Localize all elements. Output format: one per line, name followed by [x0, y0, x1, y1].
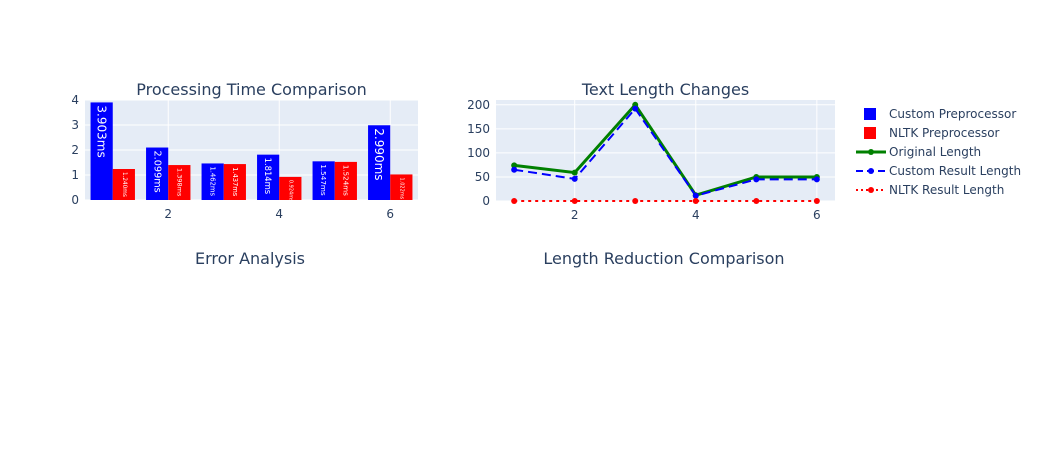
- bar-value-label: 1.022ms: [398, 177, 404, 199]
- legend-label: NLTK Preprocessor: [889, 126, 1000, 140]
- bar: [279, 176, 302, 200]
- length-reduction-title: Length Reduction Comparison: [543, 249, 784, 268]
- bar-value-label: 1.547ms: [319, 164, 328, 196]
- series-line: [514, 102, 817, 197]
- x-tick-label: 6: [813, 208, 821, 222]
- data-point: [571, 175, 578, 182]
- y-tick-label: 100: [467, 146, 490, 160]
- data-point: [632, 198, 639, 204]
- legend: Custom Preprocessor NLTK Preprocessor Orig…: [856, 107, 1021, 197]
- y-tick-label: 0: [71, 193, 79, 207]
- legend-label: Custom Preprocessor: [889, 107, 1016, 121]
- bar: [334, 161, 357, 200]
- legend-marker: [868, 187, 874, 193]
- data-point: [692, 198, 699, 204]
- data-point: [813, 176, 820, 183]
- bar-value-label: 1.240ms: [121, 172, 127, 197]
- legend-swatch: [864, 108, 876, 120]
- bar-value-label: 1.398ms: [175, 168, 183, 197]
- data-point: [753, 198, 760, 204]
- bar: [390, 174, 413, 200]
- y-tick-label: 1: [71, 168, 79, 182]
- bar-value-label: 1.524ms: [341, 165, 350, 196]
- chart-title: Text Length Changes: [581, 80, 749, 99]
- data-point: [511, 198, 518, 204]
- bar: [223, 164, 246, 200]
- y-tick-label: 2: [71, 143, 79, 157]
- bar-value-label: 0.924ms: [287, 180, 293, 202]
- bar: [312, 161, 335, 200]
- series-line: [514, 107, 817, 197]
- bar: [112, 169, 135, 200]
- bar: [168, 165, 191, 200]
- data-point: [692, 192, 699, 199]
- bar-value-label: 3.903ms: [95, 105, 109, 157]
- text-length-chart: 2 4 6 0 50 100 150 200 Text Length Changes: [467, 80, 835, 222]
- data-point: [753, 176, 760, 183]
- data-point: [511, 166, 518, 173]
- legend-marker: [868, 168, 874, 174]
- legend-label: NLTK Result Length: [889, 183, 1004, 197]
- data-point: [813, 198, 820, 204]
- chart-title: Processing Time Comparison: [136, 80, 367, 99]
- bar: [146, 147, 169, 200]
- legend-marker: [868, 149, 874, 155]
- x-tick-label: 4: [275, 207, 283, 221]
- y-tick-label: 4: [71, 93, 79, 107]
- processing-time-chart: 2 4 6 0 1 2 3 4 Processing Time Comparison 3.903m…: [71, 80, 418, 221]
- bar-value-label: 1.437ms: [231, 167, 239, 197]
- x-tick-label: 2: [164, 207, 172, 221]
- bar-value-label: 1.814ms: [263, 158, 273, 195]
- x-tick-label: 4: [692, 208, 700, 222]
- error-analysis-title: Error Analysis: [195, 249, 305, 268]
- y-tick-label: 200: [467, 98, 490, 112]
- y-tick-label: 150: [467, 122, 490, 136]
- y-tick-label: 3: [71, 118, 79, 132]
- y-tick-label: 0: [482, 194, 490, 208]
- bar: [90, 102, 113, 200]
- data-point: [571, 169, 578, 176]
- x-tick-label: 2: [571, 208, 579, 222]
- bar: [201, 163, 224, 200]
- y-tick-label: 50: [475, 170, 490, 184]
- data-point: [632, 105, 639, 112]
- bar-value-label: 2.099ms: [152, 151, 163, 193]
- bar: [257, 154, 280, 200]
- data-point: [511, 162, 518, 169]
- bar-value-label: 2.990ms: [372, 128, 386, 180]
- legend-swatch: [864, 127, 876, 139]
- bar-value-label: 1.462ms: [209, 166, 217, 196]
- bar: [368, 125, 391, 200]
- legend-label: Custom Result Length: [889, 164, 1021, 178]
- legend-label: Original Length: [889, 145, 981, 159]
- x-tick-label: 6: [386, 207, 394, 221]
- data-point: [571, 198, 578, 204]
